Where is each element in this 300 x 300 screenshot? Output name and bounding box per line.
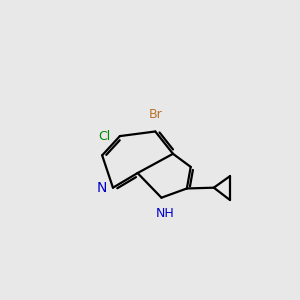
Text: NH: NH (156, 207, 175, 220)
Text: N: N (96, 181, 107, 195)
Text: Cl: Cl (98, 130, 111, 142)
Text: Br: Br (148, 108, 162, 121)
